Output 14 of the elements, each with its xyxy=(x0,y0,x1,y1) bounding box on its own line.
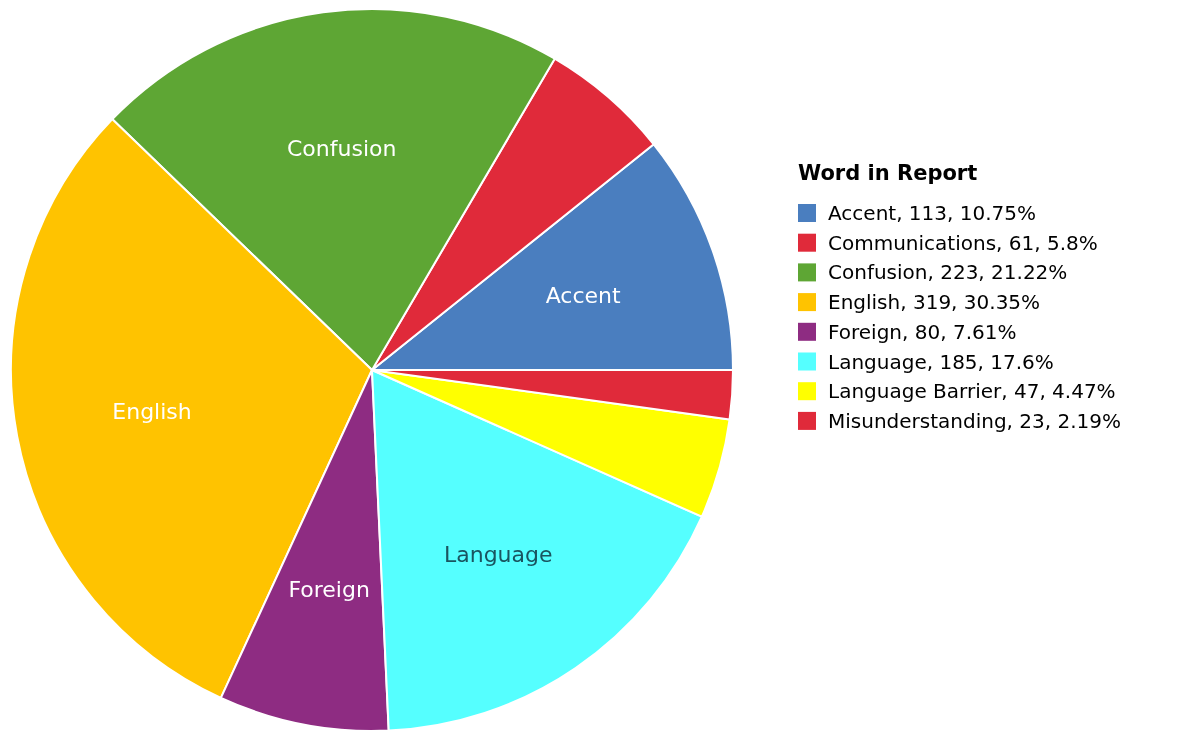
legend-label: Communications, 61, 5.8% xyxy=(828,230,1098,255)
legend-label: Misunderstanding, 23, 2.19% xyxy=(828,408,1122,433)
legend-label: Language Barrier, 47, 4.47% xyxy=(828,379,1116,404)
category-label: Accent, 113, 10.75% xyxy=(828,201,1037,225)
slice-label: Confusion xyxy=(286,135,397,161)
slice-label: Language xyxy=(443,542,553,568)
slice-label: Accent xyxy=(545,283,622,309)
legend-title: Word in Report xyxy=(798,161,978,185)
category-label: Confusion, 223, 21.22% xyxy=(828,260,1068,285)
category-label: Foreign, 80, 7.61% xyxy=(828,319,1017,344)
category-label: English, 319, 30.35% xyxy=(828,290,1041,315)
slice-label: English xyxy=(112,398,192,424)
category-label: Language, 185, 17.6% xyxy=(828,349,1054,374)
slice-label: Foreign xyxy=(288,577,370,603)
